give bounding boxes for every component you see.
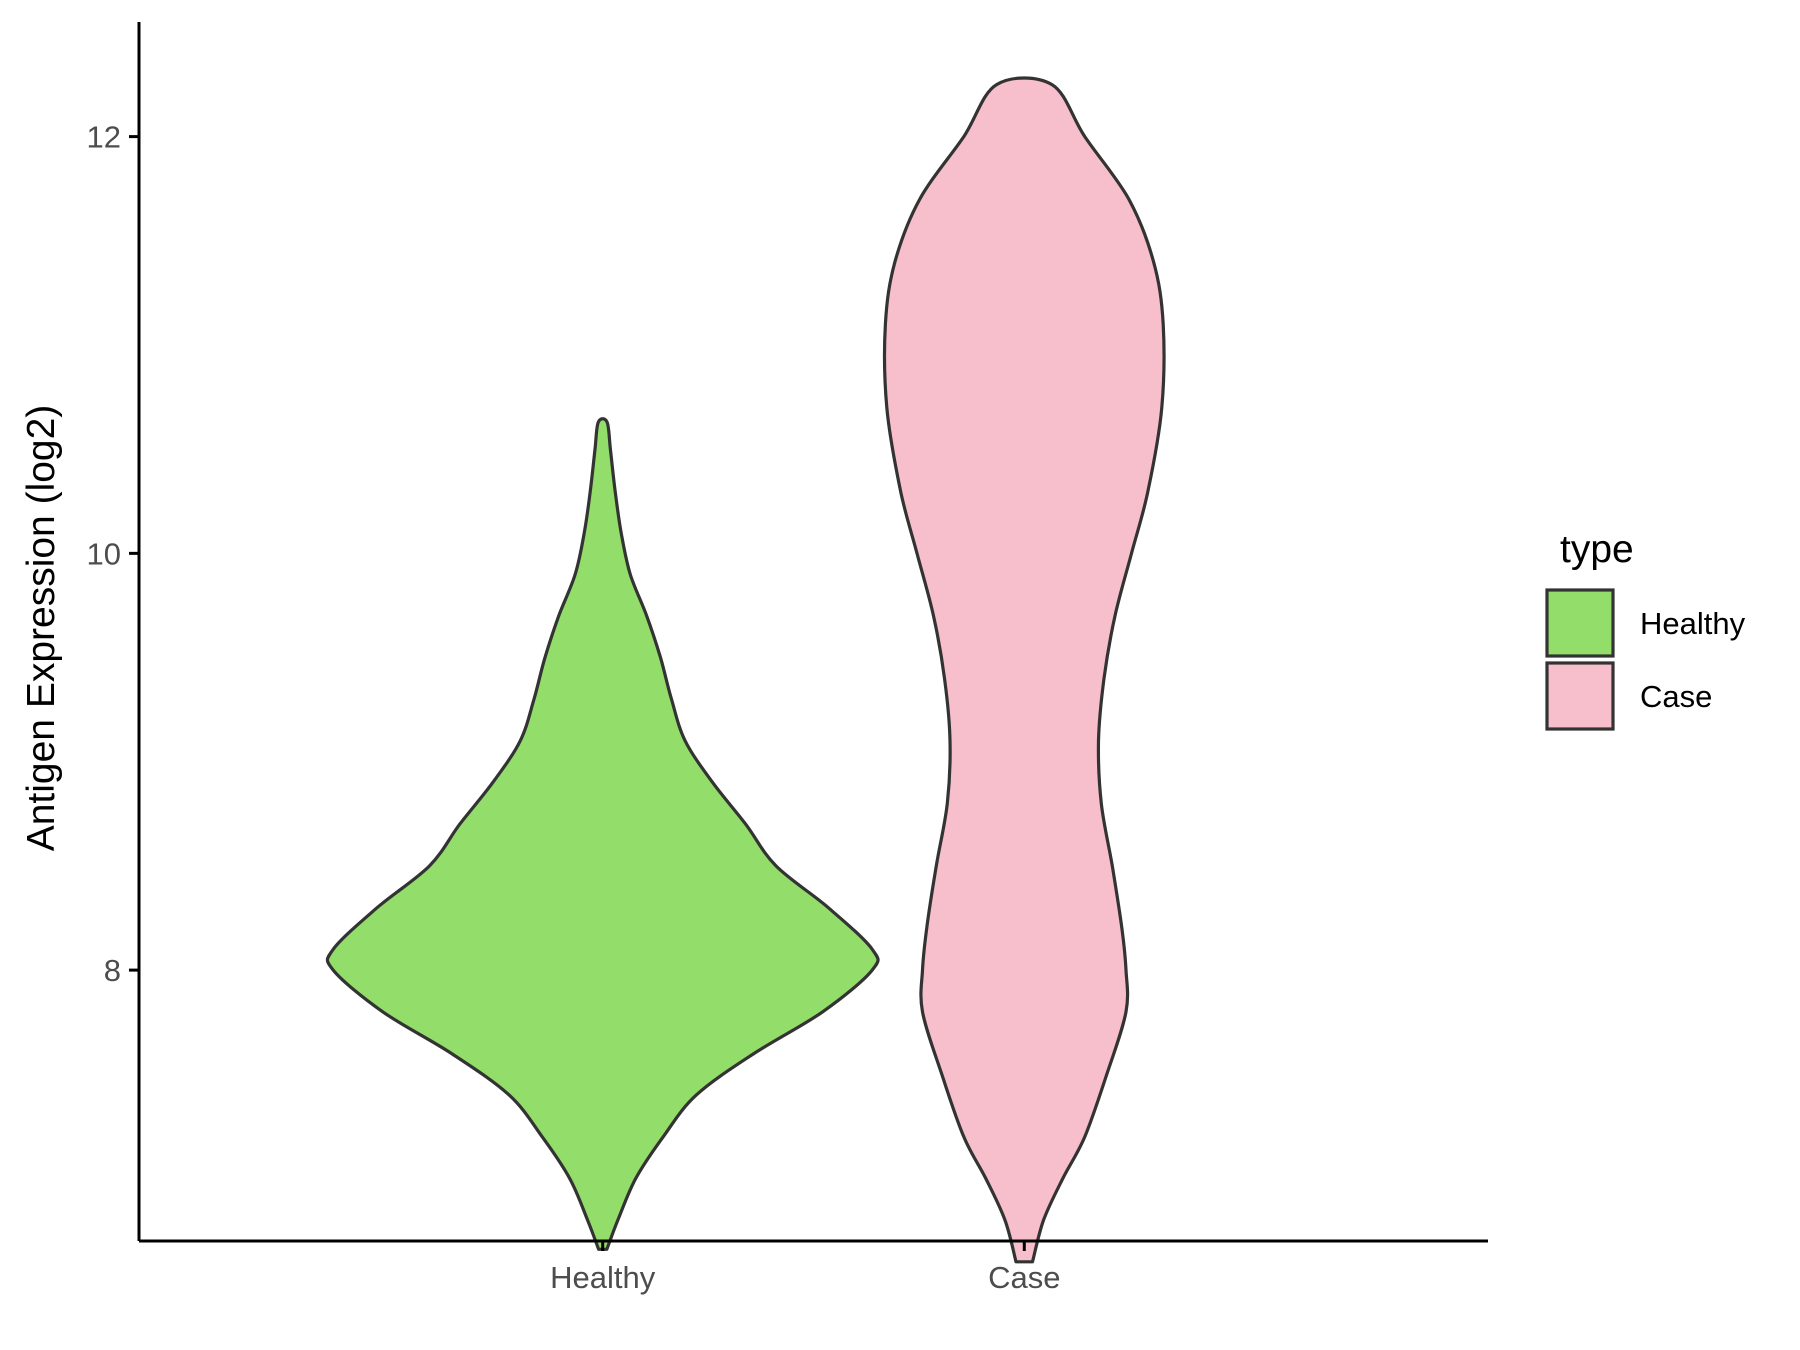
y-tick-label: 8 xyxy=(104,953,121,988)
legend-label-case: Case xyxy=(1640,679,1712,714)
ticks-layer: 8 10 12 Healthy Case xyxy=(87,120,1061,1295)
y-axis-title: Antigen Expression (log2) xyxy=(20,405,63,852)
violin-healthy xyxy=(325,417,880,1251)
violins-layer xyxy=(325,76,1166,1264)
legend-title: type xyxy=(1560,528,1634,571)
axes-layer xyxy=(137,22,1488,1243)
x-tick-label: Healthy xyxy=(550,1260,656,1295)
y-tick-label: 10 xyxy=(87,536,121,571)
legend-key-case xyxy=(1545,661,1615,731)
legend: type Healthy Case xyxy=(1545,528,1746,731)
x-tick-label: Case xyxy=(988,1260,1060,1295)
legend-label-healthy: Healthy xyxy=(1640,606,1746,641)
violin-case xyxy=(882,76,1166,1264)
y-tick-label: 12 xyxy=(87,120,121,155)
legend-key-healthy xyxy=(1545,588,1615,658)
